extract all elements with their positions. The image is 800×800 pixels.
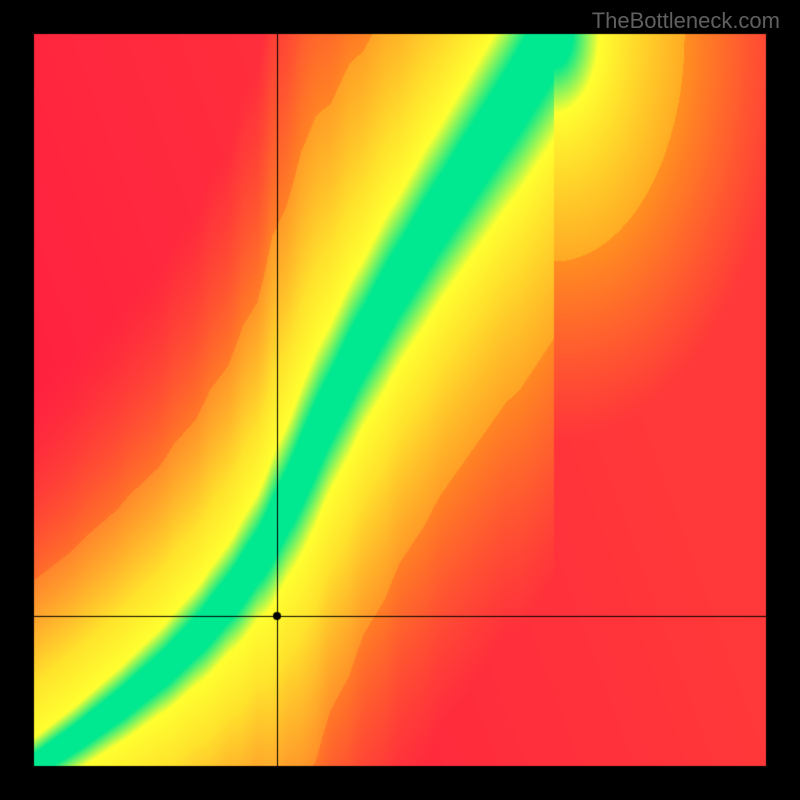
chart-container: TheBottleneck.com (0, 0, 800, 800)
heatmap-canvas (0, 0, 800, 800)
watermark-text: TheBottleneck.com (592, 8, 780, 34)
